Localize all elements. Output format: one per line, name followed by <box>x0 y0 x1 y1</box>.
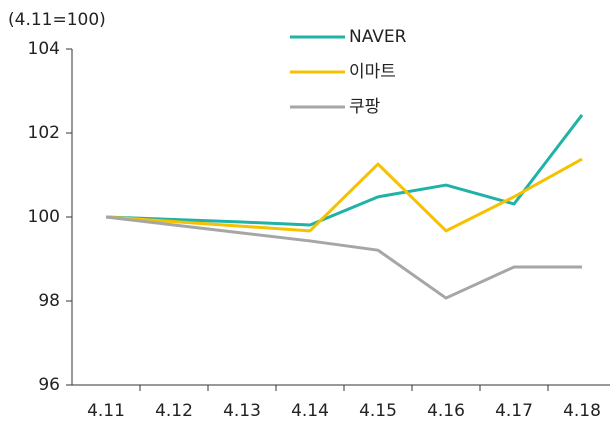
x-tick-label: 4.18 <box>563 401 601 421</box>
axis-label: (4.11=100) <box>8 10 106 30</box>
x-tick-label: 4.13 <box>223 401 261 421</box>
y-tick-label: 104 <box>28 39 60 59</box>
legend-label: NAVER <box>349 27 407 47</box>
series-line <box>105 215 582 300</box>
x-tick-label: 4.14 <box>291 401 329 421</box>
series-line <box>105 157 583 233</box>
x-tick-label: 4.17 <box>495 401 533 421</box>
x-tick-label: 4.11 <box>87 401 125 421</box>
y-tick-label: 102 <box>28 123 60 143</box>
legend-label: 이마트 <box>349 62 396 82</box>
y-tick-label: 98 <box>38 291 60 311</box>
series-line <box>105 114 584 227</box>
legend-label: 쿠팡 <box>349 97 381 117</box>
x-tick-label: 4.16 <box>427 401 465 421</box>
x-tick-label: 4.12 <box>155 401 193 421</box>
y-tick-label: 96 <box>38 375 60 395</box>
y-tick-label: 100 <box>28 207 60 227</box>
x-tick-label: 4.15 <box>359 401 397 421</box>
